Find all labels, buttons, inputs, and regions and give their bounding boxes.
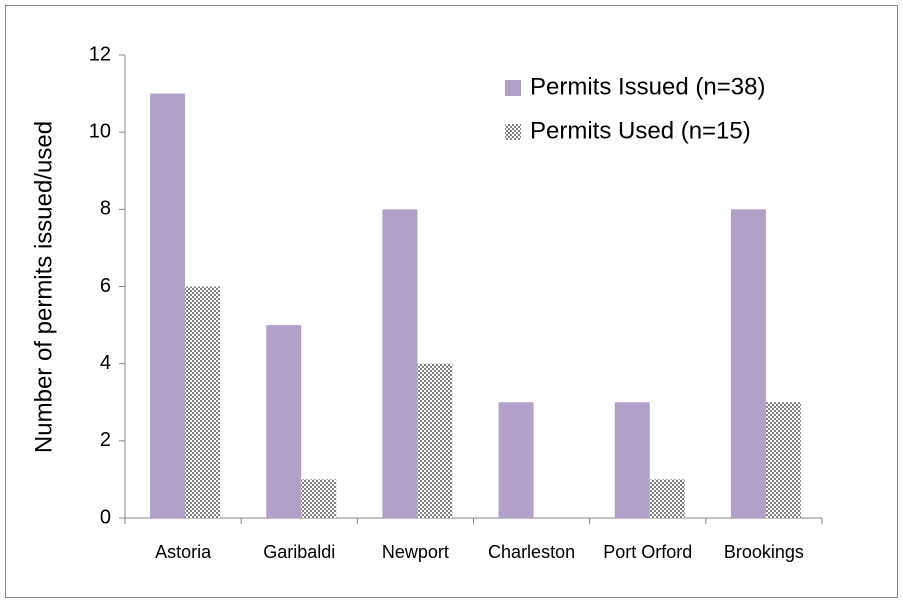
bar (301, 479, 337, 518)
y-tick-label: 10 (89, 120, 111, 142)
x-tick-label: Port Orford (603, 542, 692, 562)
bar (765, 402, 801, 518)
x-tick-label: Charleston (488, 542, 575, 562)
legend-swatch (505, 80, 521, 96)
bar (150, 93, 186, 518)
x-tick-label: Garibaldi (263, 542, 335, 562)
legend-label: Permits Used (n=15) (530, 117, 751, 144)
legend-swatch (505, 124, 521, 140)
bar (649, 479, 685, 518)
y-tick-label: 2 (100, 429, 111, 451)
bar (382, 209, 418, 519)
legend-label: Permits Issued (n=38) (530, 73, 765, 100)
bar (185, 286, 221, 518)
y-tick-label: 8 (100, 198, 111, 220)
bar (266, 325, 302, 518)
bar (730, 209, 766, 519)
y-tick-label: 0 (100, 506, 111, 528)
x-tick-label: Newport (382, 542, 449, 562)
bar (614, 402, 650, 518)
bar (498, 402, 534, 518)
y-tick-label: 4 (100, 352, 111, 374)
x-tick-label: Brookings (724, 542, 804, 562)
y-axis-label: Number of permits issued/used (30, 121, 57, 453)
y-tick-label: 6 (100, 275, 111, 297)
y-tick-label: 12 (89, 43, 111, 65)
bar (417, 363, 453, 518)
x-tick-label: Astoria (155, 542, 212, 562)
